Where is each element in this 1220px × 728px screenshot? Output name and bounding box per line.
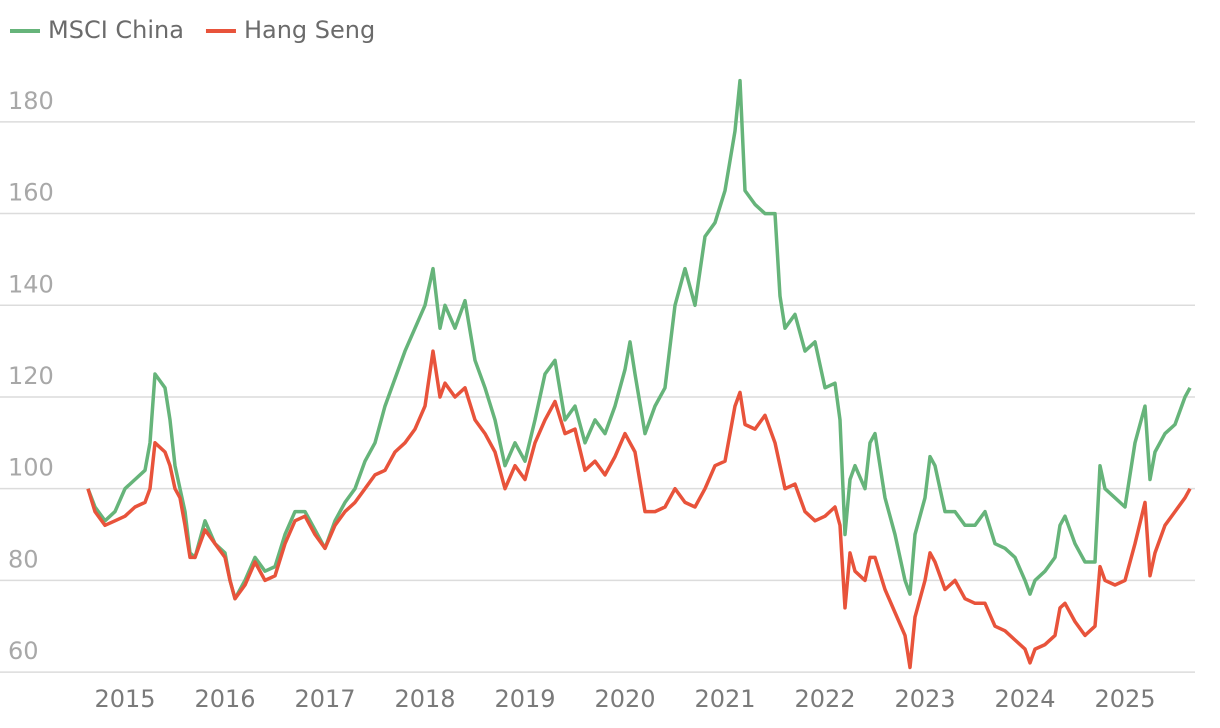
x-tick-label: 2019 — [494, 685, 555, 713]
y-tick-label: 140 — [8, 270, 54, 298]
x-tick-label: 2020 — [594, 685, 655, 713]
x-tick-label: 2021 — [694, 685, 755, 713]
legend-label: MSCI China — [48, 16, 184, 44]
x-tick-label: 2025 — [1094, 685, 1155, 713]
legend-label: Hang Seng — [244, 16, 375, 44]
x-tick-label: 2018 — [394, 685, 455, 713]
x-tick-label: 2015 — [94, 685, 155, 713]
x-tick-label: 2017 — [294, 685, 355, 713]
y-tick-label: 120 — [8, 362, 54, 390]
x-tick-label: 2022 — [794, 685, 855, 713]
x-tick-label: 2016 — [194, 685, 255, 713]
y-tick-label: 100 — [8, 454, 54, 482]
y-tick-label: 180 — [8, 87, 54, 115]
x-tick-label: 2024 — [994, 685, 1055, 713]
y-tick-label: 160 — [8, 179, 54, 207]
line-series — [86, 78, 1192, 601]
x-tick-label: 2023 — [894, 685, 955, 713]
y-tick-label: 60 — [8, 637, 39, 665]
y-tick-label: 80 — [8, 545, 39, 573]
line-series — [86, 349, 1192, 670]
